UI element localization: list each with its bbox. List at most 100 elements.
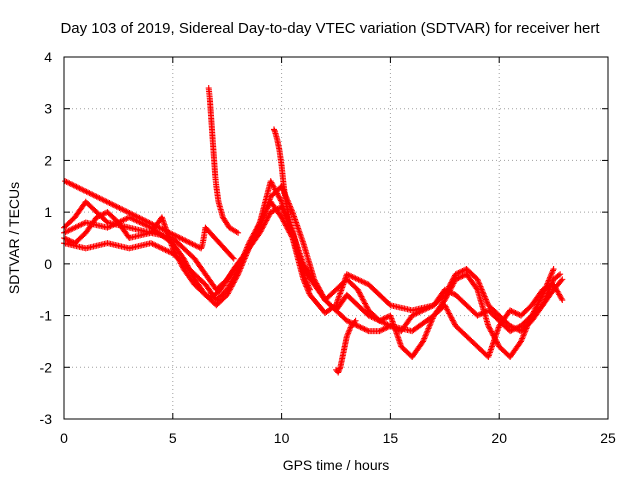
data-point: [139, 216, 146, 223]
data-point: [475, 311, 482, 318]
data-point: [243, 251, 250, 258]
data-point: [555, 272, 562, 279]
data-point: [512, 325, 519, 332]
data-point: [82, 188, 89, 195]
data-point: [543, 281, 550, 288]
data-point: [302, 276, 309, 283]
data-point: [546, 274, 553, 281]
data-point: [305, 283, 312, 290]
data-point: [522, 328, 529, 335]
data-point: [235, 271, 242, 278]
data-point: [63, 178, 70, 185]
series-dip-12.7h: [333, 317, 359, 376]
data-point: [188, 240, 195, 247]
data-point: [100, 197, 107, 204]
data-point: [87, 190, 94, 197]
data-point: [352, 317, 359, 324]
data-point: [351, 319, 358, 326]
data-point: [473, 285, 480, 292]
data-point: [150, 221, 157, 228]
data-point: [241, 255, 248, 262]
data-point: [278, 203, 285, 210]
data-point: [539, 291, 546, 298]
x-tick-label: 25: [600, 430, 616, 446]
y-tick-label: -2: [40, 359, 53, 375]
data-point: [66, 237, 73, 244]
data-point: [381, 315, 388, 322]
data-point: [244, 248, 251, 255]
data-point: [379, 316, 386, 323]
data-point: [458, 273, 465, 280]
data-point: [240, 258, 247, 265]
data-point: [520, 331, 527, 338]
data-point: [135, 214, 142, 221]
data-point: [173, 233, 180, 240]
data-point: [508, 323, 515, 330]
data-point: [456, 274, 463, 281]
data-point: [166, 229, 173, 236]
data-point: [146, 219, 153, 226]
data-point: [476, 280, 483, 287]
y-tick-labels: -3 -2 -1 0 1 2 3 4: [40, 49, 53, 427]
series-outliers: [62, 178, 237, 262]
data-point: [476, 282, 483, 289]
x-tick-label: 5: [169, 430, 177, 446]
data-point: [420, 338, 427, 345]
data-point: [507, 322, 514, 329]
data-point: [519, 335, 526, 342]
data-point: [540, 299, 547, 306]
data-point: [519, 334, 526, 341]
data-point: [343, 317, 350, 324]
data-point: [230, 255, 237, 262]
x-tick-label: 15: [383, 430, 399, 446]
data-point: [172, 232, 179, 239]
data-point: [513, 326, 520, 333]
data-point: [525, 319, 532, 326]
data-point: [77, 185, 84, 192]
data-point: [288, 207, 295, 214]
data-point: [543, 283, 550, 290]
data-point: [377, 317, 384, 324]
data-point: [256, 226, 263, 233]
data-point: [548, 271, 555, 278]
data-point: [376, 317, 383, 324]
data-point: [136, 214, 143, 221]
data-point: [558, 295, 565, 302]
data-point: [238, 262, 245, 269]
y-tick-label: 2: [44, 152, 52, 168]
data-point: [512, 309, 519, 316]
data-point: [130, 212, 137, 219]
x-tick-label: 20: [491, 430, 507, 446]
data-point: [429, 316, 436, 323]
data-point: [302, 275, 309, 282]
data-point: [95, 213, 101, 220]
series-spike-9.7h: [270, 126, 313, 293]
data-point: [546, 276, 553, 283]
data-point: [279, 205, 286, 212]
data-point: [527, 316, 534, 323]
data-point: [455, 275, 462, 282]
y-tick-label: -1: [40, 308, 53, 324]
data-point: [76, 185, 83, 192]
data-point: [507, 328, 514, 335]
data-point: [550, 266, 557, 273]
data-point: [377, 327, 384, 334]
data-point: [158, 225, 165, 232]
data-point: [163, 228, 170, 235]
data-point: [142, 217, 149, 224]
data-point: [110, 202, 117, 209]
data-point: [379, 326, 386, 333]
series-track-1: [61, 178, 566, 335]
data-point: [423, 331, 430, 338]
data-point: [483, 297, 490, 304]
data-point: [421, 334, 428, 341]
data-point: [89, 191, 96, 198]
data-point: [97, 212, 104, 219]
data-point: [127, 210, 134, 217]
data-point: [137, 215, 144, 222]
data-point: [235, 269, 242, 276]
data-point: [357, 324, 364, 331]
data-point: [429, 315, 436, 322]
data-point: [509, 308, 516, 315]
